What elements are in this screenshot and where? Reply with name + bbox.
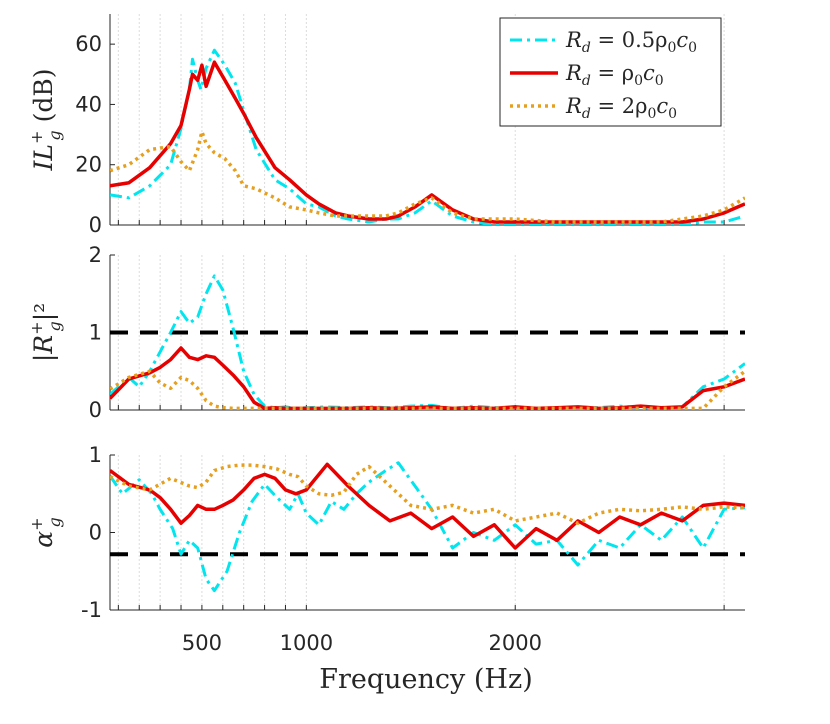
legend-text-sub: 0 [668,106,677,122]
legend-text: = ρ [591,61,634,85]
y-tick-label: 2 [89,243,102,267]
y-axis-label-sub: g [45,321,64,331]
y-axis-label-sup: + [27,131,46,144]
y-axis-label-main: IL [29,144,58,171]
y-axis-label-tail: (dB) [29,69,58,131]
y-tick-label: 0 [89,398,102,422]
legend-text-sub: 0 [655,73,664,89]
y-tick-label: 60 [75,32,102,56]
legend-text: R [565,28,582,52]
y-axis-label-sub: g [45,130,64,140]
legend-text-sub: d [582,40,591,56]
legend-text-sub: d [582,73,591,89]
series-line-2 [110,463,745,525]
series-line-0 [110,274,745,410]
y-axis-label-sup: + [27,517,46,530]
x-tick-label: 1000 [280,631,333,655]
y-tick-label: 40 [75,92,102,116]
legend-label-1: Rd = ρ0c0 [565,61,664,89]
legend-text: c [676,28,688,52]
legend-text: = 0.5ρ [591,28,668,52]
series-line-1 [110,462,745,550]
y-tick-label: 20 [75,153,102,177]
series-line-2 [110,369,745,410]
legend-text-sub: 0 [647,106,656,122]
panel-bottom: -1 0 1 α+g [27,443,745,622]
y-axis-label-main: |R [29,335,59,362]
legend-text: c [656,94,668,118]
legend-text-sub: 0 [667,40,676,56]
y-tick-label: 1 [89,443,102,467]
y-tick-label: 0 [89,521,102,545]
x-axis: 500 1000 2000 [182,631,542,655]
y-axis-label-sup: + [27,322,46,335]
y-axis-label: α+g [27,517,64,548]
legend-text: R [565,61,582,85]
legend-text: = 2ρ [591,94,648,118]
legend-text-sub: d [582,106,591,122]
legend-text-sub: 0 [688,40,697,56]
series-line-1 [110,346,745,410]
y-axis-label-sub: g [45,517,64,527]
y-axis-label: |R+g|² [27,303,64,362]
y-tick-label: -1 [81,598,102,622]
series-line-0 [110,461,745,593]
legend-label-2: Rd = 2ρ0c0 [565,94,677,122]
panel-middle: 0 1 2 |R+g|² [27,243,745,422]
legend-text: c [643,61,655,85]
series-line-2 [110,129,745,224]
y-axis-label: IL+g (dB) [27,69,64,172]
x-tick-label: 500 [182,631,222,655]
legend-label-0: Rd = 0.5ρ0c0 [565,28,697,56]
y-axis-label-main: α [29,531,58,548]
y-tick-label: 1 [89,321,102,345]
y-tick-label: 0 [89,213,102,237]
series-line-0 [110,48,745,225]
x-tick-label: 2000 [489,631,542,655]
legend-text-sub: 0 [634,73,643,89]
y-axis-label-tail: |² [29,303,59,321]
x-axis-label: Frequency (Hz) [319,664,532,695]
legend-text: R [565,94,582,118]
